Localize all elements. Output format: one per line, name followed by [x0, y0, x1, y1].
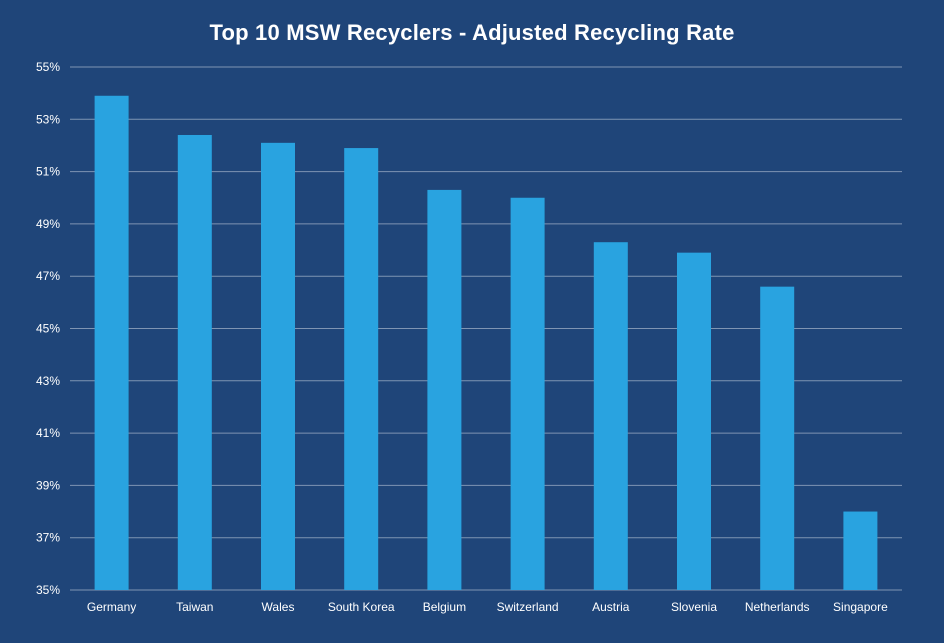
x-tick-label: Slovenia [671, 600, 717, 614]
y-tick-label: 35% [36, 583, 60, 597]
y-tick-label: 51% [36, 165, 60, 179]
bar-slovenia [677, 252, 711, 591]
y-tick-label: 43% [36, 374, 60, 388]
bar-netherlands [760, 286, 795, 590]
bar-belgium [427, 189, 462, 590]
bar-switzerland [510, 197, 545, 590]
x-tick-label: Taiwan [176, 600, 213, 614]
y-tick-label: 37% [36, 531, 60, 545]
y-tick-label: 55% [36, 60, 60, 74]
x-tick-label: Switzerland [497, 600, 559, 614]
bar-austria [593, 242, 628, 590]
x-tick-label: Austria [592, 600, 630, 614]
y-tick-label: 49% [36, 217, 60, 231]
y-tick-label: 45% [36, 322, 60, 336]
chart-title: Top 10 MSW Recyclers - Adjusted Recyclin… [209, 20, 735, 45]
y-tick-label: 39% [36, 478, 60, 492]
y-tick-label: 53% [36, 112, 60, 126]
x-tick-label: Germany [87, 600, 136, 614]
x-tick-label: Singapore [833, 600, 888, 614]
x-tick-label: Wales [262, 600, 295, 614]
bar-wales [261, 142, 295, 590]
x-tick-label: South Korea [328, 600, 395, 614]
bar-taiwan [177, 134, 212, 591]
x-tick-label: Netherlands [745, 600, 810, 614]
bar-south-korea [344, 148, 379, 590]
y-tick-label: 41% [36, 426, 60, 440]
x-tick-label: Belgium [423, 600, 466, 614]
y-tick-label: 47% [36, 269, 60, 283]
bar-germany [94, 95, 129, 590]
bar-singapore [843, 511, 878, 590]
